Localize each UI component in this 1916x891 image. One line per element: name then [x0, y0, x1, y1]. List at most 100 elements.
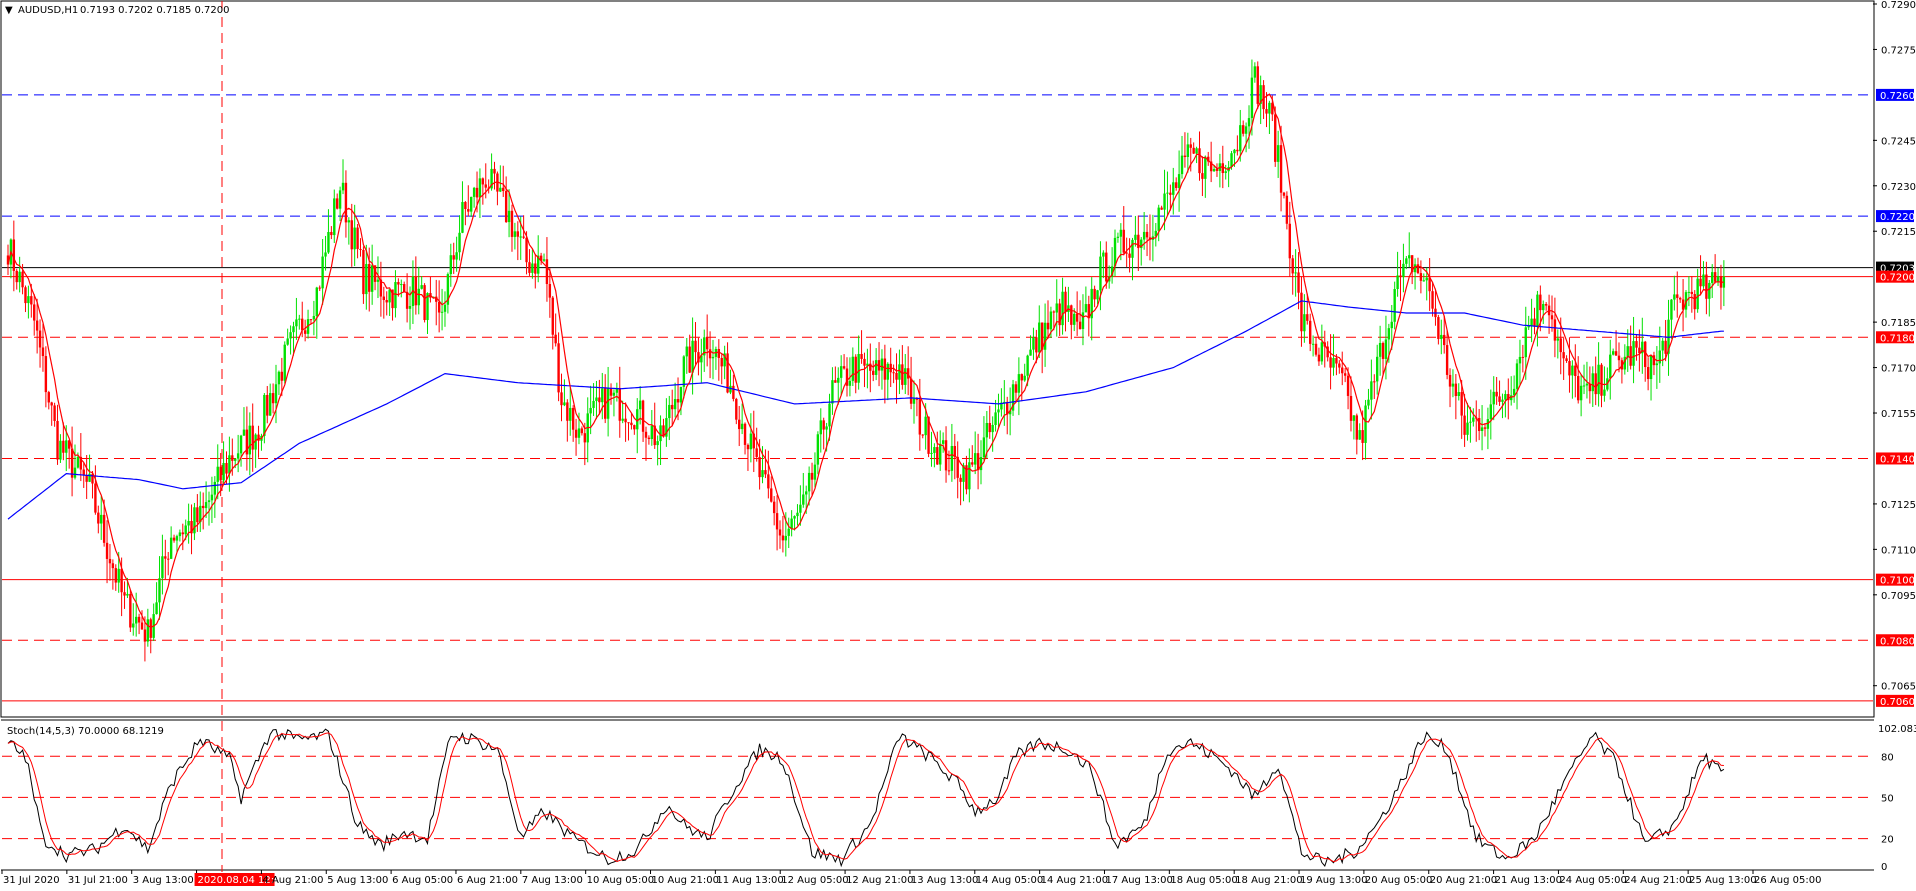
candle [67, 440, 71, 469]
candle [1367, 388, 1370, 410]
candle [583, 422, 587, 466]
candle [592, 383, 595, 416]
candle [909, 356, 913, 410]
candle [1632, 316, 1635, 384]
candle [1556, 329, 1560, 359]
candle [242, 407, 246, 436]
candle [137, 613, 141, 635]
candle [1579, 374, 1583, 417]
candle [1122, 206, 1125, 256]
candle [368, 247, 371, 312]
candle [641, 399, 645, 442]
candle [1014, 381, 1018, 402]
candle [1402, 243, 1405, 293]
candle [968, 448, 971, 503]
candle [775, 495, 779, 551]
candle [85, 455, 88, 499]
candle [289, 325, 292, 355]
time-tick-label: 13 Aug 13:00 [911, 875, 978, 886]
price-tick-label: 0.7230 [1881, 182, 1916, 193]
candle [1527, 315, 1530, 331]
candle [370, 244, 374, 305]
candle [318, 285, 321, 291]
candle [417, 266, 420, 315]
candle [537, 235, 540, 283]
candle [271, 383, 275, 414]
candle [1620, 357, 1624, 384]
chart-header-arrow[interactable]: ▼ [5, 5, 13, 16]
candle [1244, 122, 1248, 153]
candle [1562, 337, 1565, 380]
candle [62, 422, 65, 461]
candle [114, 564, 117, 591]
candle [971, 445, 974, 467]
candle [1477, 408, 1481, 441]
candle [286, 328, 289, 346]
candle [158, 556, 161, 620]
candle [1448, 368, 1452, 408]
candle [982, 416, 986, 461]
time-tick-label: 3 Aug 13:00 [133, 875, 194, 886]
price-tick-label: 0.7155 [1881, 409, 1916, 420]
candle [1177, 150, 1181, 212]
candle [595, 380, 598, 420]
candle [956, 441, 959, 499]
candle [1652, 351, 1656, 376]
level-tag-0.7260: 0.7260 [1880, 91, 1915, 102]
candle [1585, 361, 1589, 399]
candle [959, 474, 962, 506]
candle [1145, 223, 1149, 257]
candle [979, 440, 983, 485]
time-tick-label: 14 Aug 21:00 [1041, 875, 1108, 886]
time-tick-label: 5 Aug 13:00 [327, 875, 388, 886]
candle [47, 390, 50, 410]
ma-fast-line [7, 93, 1724, 628]
candle [947, 450, 951, 476]
candle [172, 534, 176, 543]
level-tag-bg [1876, 88, 1914, 101]
candle [1378, 325, 1382, 376]
candle [787, 517, 790, 549]
candle [1393, 281, 1396, 330]
candle [1425, 267, 1428, 301]
candle [601, 372, 604, 420]
candles [6, 59, 1726, 662]
candle [1276, 130, 1280, 178]
price-tick-label: 0.7290 [1881, 0, 1916, 11]
candle [1611, 348, 1615, 356]
candle [609, 383, 613, 405]
candle [1489, 389, 1493, 440]
level-tag-0.7100: 0.7100 [1880, 576, 1915, 587]
candle [222, 441, 225, 485]
candle [1043, 303, 1047, 367]
candle [1128, 238, 1131, 273]
candle [1314, 336, 1318, 357]
candle [1492, 376, 1495, 421]
candle [997, 393, 1000, 428]
candle [356, 224, 359, 259]
candle [633, 424, 636, 435]
candle [169, 526, 173, 559]
level-tag-0.7080: 0.7080 [1880, 636, 1915, 647]
candle [1443, 315, 1446, 354]
candle [420, 276, 423, 290]
candle [566, 399, 569, 442]
candle [738, 405, 741, 447]
candle [254, 433, 257, 468]
candle [1655, 346, 1659, 389]
candle [764, 449, 767, 479]
candle [41, 323, 45, 372]
candle [1125, 237, 1128, 268]
candle [1524, 306, 1527, 380]
candle [1361, 410, 1364, 461]
candle [1020, 373, 1023, 402]
candle [988, 405, 991, 439]
candle [414, 256, 418, 315]
candle [350, 203, 353, 267]
candle [1676, 271, 1679, 318]
candle [507, 189, 511, 238]
price-tick-label: 0.7125 [1881, 500, 1916, 511]
candle [1574, 344, 1577, 398]
candle [531, 249, 534, 279]
